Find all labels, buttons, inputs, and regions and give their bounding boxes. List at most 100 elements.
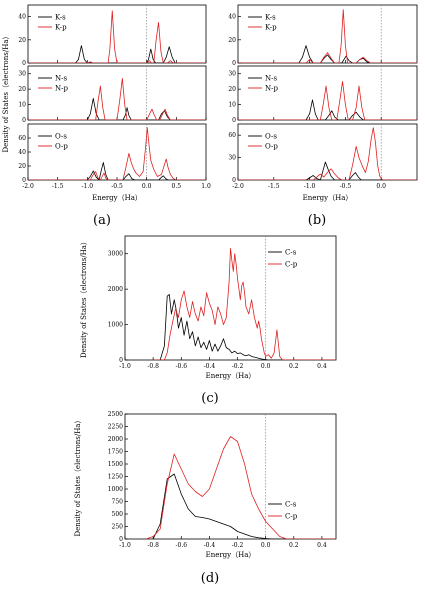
panel-letter-a: (a) xyxy=(93,213,111,228)
panel-b-sub0-plot-frame xyxy=(237,4,418,64)
panel-a-sub0-series-k-p xyxy=(28,10,206,63)
panel-a-sub0-legend-label-k-p: K-p xyxy=(55,24,67,32)
panel-b-sub2-series-o-p xyxy=(238,127,417,180)
panel-b-sub0-legend-label-k-p: K-p xyxy=(265,24,277,32)
panel-b-sub1-legend-label-n-s: N-s xyxy=(265,75,277,83)
panel-a-sub1-y-tick-label: 10 xyxy=(18,102,26,109)
panel-a-x-axis-label: Energy（Ha） xyxy=(92,194,142,202)
panel-a-sub0-y-tick-label: 0 xyxy=(22,60,26,67)
panel-b-sub2-x-tick-label: -1.0 xyxy=(304,183,316,190)
panel-a-sub2-x-tick-label: -1.5 xyxy=(52,183,64,190)
panel-c-x-tick-label: -1.0 xyxy=(119,363,131,370)
panel-d-y-tick-label: 1750 xyxy=(108,449,123,456)
panel-c-series-c-p xyxy=(153,247,336,360)
panel-a-sub2-y-tick-label: 40 xyxy=(18,149,26,156)
panel-c-x-tick-label: 0.4 xyxy=(317,363,327,370)
panel-b-x-axis-label: Energy（Ha） xyxy=(303,194,353,202)
panel-d-x-tick-label: 0.0 xyxy=(261,542,271,549)
panel-d-x-tick-label: -0.2 xyxy=(232,542,244,549)
panel-b-sub0-series-k-s xyxy=(238,45,417,63)
panel-a-sub1-legend-label-n-p: N-p xyxy=(55,85,68,93)
panel-b-sub2-x-tick-label: -0.5 xyxy=(340,183,352,190)
panel-b-sub0-legend-label-k-s: K-s xyxy=(265,14,276,22)
panel-d-y-tick-label: 2500 xyxy=(108,411,123,418)
panel-d-y-tick-label: 2000 xyxy=(108,436,123,443)
panel-b-sub2-legend-label-o-s: O-s xyxy=(265,133,277,141)
panel-b-sub1-y-tick-label: 20 xyxy=(228,86,236,93)
panel-c-y-tick-label: 0 xyxy=(119,357,123,364)
panel-c-x-axis-label: Energy（Ha） xyxy=(206,372,256,380)
panel-a-sub0-legend-label-k-s: K-s xyxy=(55,14,66,22)
panel-letter-b: (b) xyxy=(308,213,326,228)
panel-c-legend-label-c-s: C-s xyxy=(285,249,297,257)
panel-a-sub0-y-tick-label: 40 xyxy=(18,14,26,21)
panel-a-sub0-series-k-s xyxy=(28,45,206,63)
panel-c-plot-frame xyxy=(124,235,337,361)
panel-a-sub1-y-tick-label: 30 xyxy=(18,71,26,78)
panel-b-sub2-plot-frame xyxy=(237,123,418,181)
panel-c-chart: -1.0 -0.8 -0.6 -0.4 -0.2 0.0 0.2 0.4 0 1000 2000 30… xyxy=(80,235,337,380)
panel-d-x-axis-label: Energy（Ha） xyxy=(206,551,256,559)
panel-d-chart: -1.0 -0.8 -0.6 -0.4 -0.2 0.0 0.2 0.4 0 250 500 750 1… xyxy=(74,411,337,559)
panel-d-x-tick-label: -1.0 xyxy=(119,542,131,549)
panel-c-y-tick-label: 1000 xyxy=(108,322,123,329)
panel-c-legend-label-c-p: C-p xyxy=(285,261,298,269)
panel-d-plot-frame xyxy=(124,413,337,540)
panel-d-y-tick-label: 750 xyxy=(112,499,124,506)
panel-d-series-c-p xyxy=(145,436,336,539)
panel-d-y-tick-label: 250 xyxy=(112,524,124,531)
panel-a-sub1-series-n-s xyxy=(28,98,206,120)
panel-b-sub1-y-tick-label: 10 xyxy=(228,102,236,109)
panel-a-sub1-y-tick-label: 0 xyxy=(22,117,26,124)
panel-c-y-tick-label: 2000 xyxy=(108,286,123,293)
panel-d-legend-label-c-s: C-s xyxy=(285,501,297,509)
panel-c-x-tick-label: 0.0 xyxy=(261,363,271,370)
panel-b-sub2-y-tick-label: 30 xyxy=(228,155,236,162)
panel-a-sub2-legend-label-o-p: O-p xyxy=(55,143,68,151)
panel-b-chart: 0 20 40 K-s K-p 0 10 20 30 N-s N-p -2.0 -1.5 -1.0 -0.5… xyxy=(228,4,418,202)
panel-a-sub2-x-tick-label: -2.0 xyxy=(22,183,34,190)
panel-a-sub1-series-n-p xyxy=(28,77,206,120)
panel-b-sub0-y-tick-label: 0 xyxy=(232,60,236,67)
panel-d-x-tick-label: -0.8 xyxy=(147,542,159,549)
panel-d-y-tick-label: 2250 xyxy=(108,424,123,431)
panel-b-sub2-legend-label-o-p: O-p xyxy=(265,143,278,151)
panel-c-x-tick-label: -0.2 xyxy=(232,363,244,370)
panel-a-sub1-legend-label-n-s: N-s xyxy=(55,75,67,83)
panel-a-chart: 0 20 40 K-s K-p 0 10 20 30 N-s N-p -2.0 -1.5 -1.0 -0.5… xyxy=(2,4,211,202)
panel-c-x-tick-label: -0.6 xyxy=(175,363,187,370)
panel-a-sub2-series-o-p xyxy=(28,127,206,180)
panel-a-sub2-x-tick-label: -0.5 xyxy=(111,183,123,190)
panel-b-sub1-plot-frame xyxy=(237,65,418,121)
panel-letter-d: (d) xyxy=(201,571,219,586)
panel-b-sub2-x-tick-label: -1.5 xyxy=(268,183,280,190)
panel-a-sub2-x-tick-label: 1.0 xyxy=(201,183,211,190)
panel-b-sub1-y-tick-label: 30 xyxy=(228,71,236,78)
panel-c-y-tick-label: 3000 xyxy=(108,251,123,258)
panel-b-sub1-y-tick-label: 0 xyxy=(232,117,236,124)
panel-d-y-tick-label: 1250 xyxy=(108,474,123,481)
panel-a-sub2-x-tick-label: -1.0 xyxy=(82,183,94,190)
panel-a-sub0-y-tick-label: 20 xyxy=(18,37,26,44)
panel-c-x-tick-label: 0.2 xyxy=(289,363,299,370)
panel-d-legend-label-c-p: C-p xyxy=(285,513,298,521)
panel-b-sub1-legend-label-n-p: N-p xyxy=(265,85,278,93)
panel-c-x-tick-label: -0.8 xyxy=(147,363,159,370)
panel-b-sub2-series-o-s xyxy=(238,161,417,180)
panel-a-sub2-legend-label-o-s: O-s xyxy=(55,133,67,141)
panel-b-sub2-y-tick-label: 0 xyxy=(232,177,236,184)
panel-a-y-axis-label: Density of States（electrons/Ha） xyxy=(2,32,10,152)
panel-letter-c: (c) xyxy=(201,391,218,406)
panel-d-x-tick-label: -0.4 xyxy=(204,542,216,549)
panel-d-y-tick-label: 1000 xyxy=(108,486,123,493)
panel-b-sub2-x-tick-label: 0.0 xyxy=(376,183,386,190)
panel-b-sub0-y-tick-label: 20 xyxy=(228,37,236,44)
panel-b-sub1-series-n-s xyxy=(238,99,417,120)
panel-b-sub2-x-tick-label: -2.0 xyxy=(232,183,244,190)
panel-d-x-tick-label: 0.4 xyxy=(317,542,327,549)
panel-d-x-tick-label: 0.2 xyxy=(289,542,299,549)
panel-b-sub0-series-k-p xyxy=(238,9,417,63)
panel-a-sub2-x-tick-label: 0.5 xyxy=(172,183,182,190)
panel-d-x-tick-label: -0.6 xyxy=(175,542,187,549)
panel-a-sub1-y-tick-label: 20 xyxy=(18,86,26,93)
